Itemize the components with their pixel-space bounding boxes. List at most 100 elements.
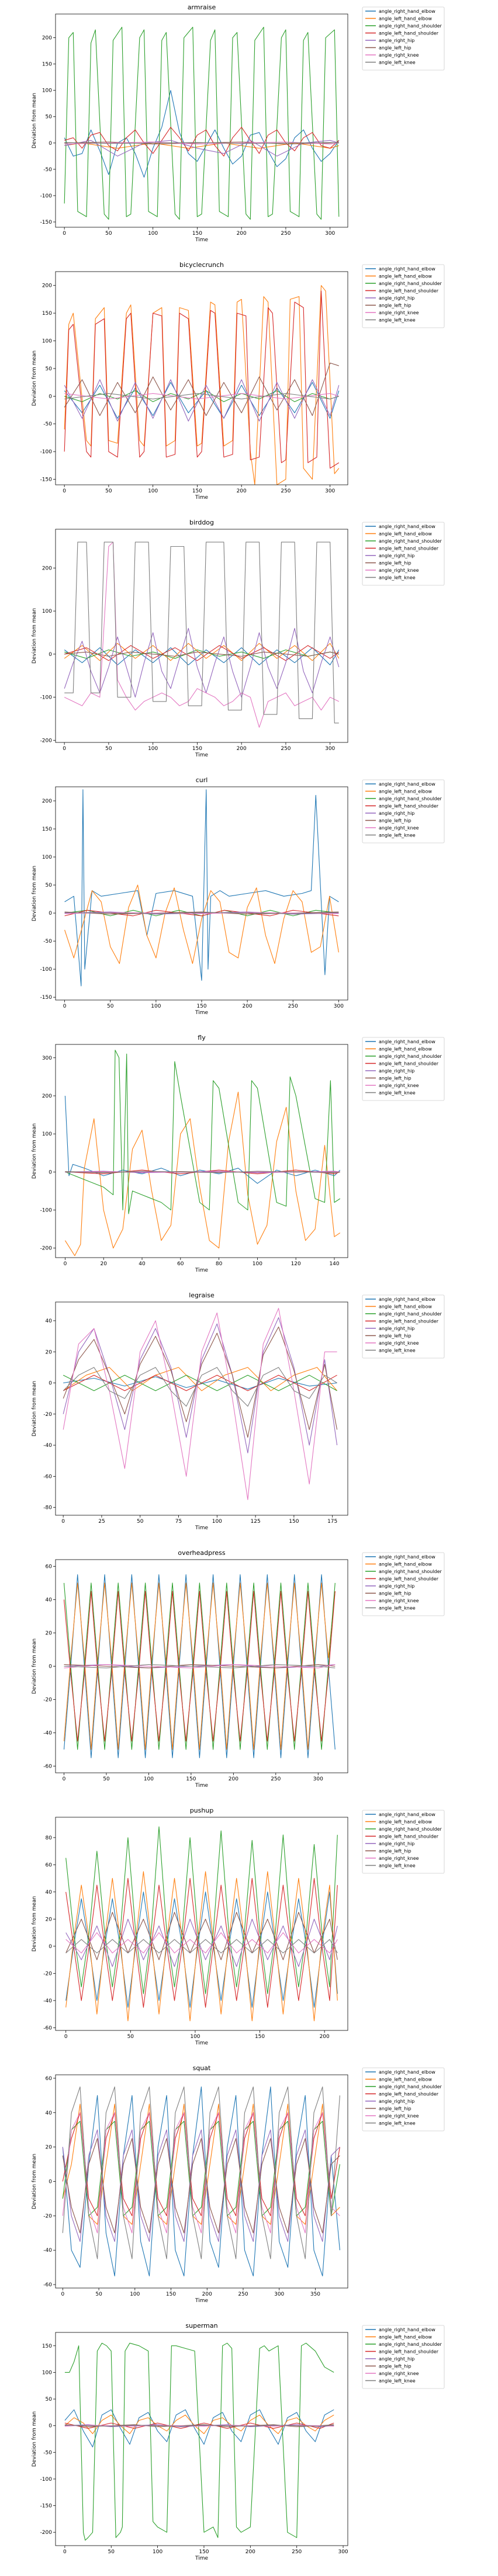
y-axis-label: Deviation from mean bbox=[32, 1896, 37, 1952]
y-tick-label: 0 bbox=[49, 1169, 52, 1175]
y-tick-label: 200 bbox=[42, 36, 52, 41]
y-tick-label: -50 bbox=[43, 939, 52, 945]
y-tick-label: 20 bbox=[46, 1917, 53, 1922]
series-group bbox=[63, 1308, 338, 1500]
legend-label-angle_right_knee: angle_right_knee bbox=[379, 310, 419, 315]
series-group bbox=[63, 1574, 336, 1758]
series-line-angle_right_hand_shoulder bbox=[65, 1050, 341, 1214]
legend-label-angle_left_hand_elbow: angle_left_hand_elbow bbox=[379, 2077, 432, 2082]
y-tick-label: -200 bbox=[40, 2530, 53, 2536]
series-line-angle_left_hand_elbow bbox=[65, 1871, 338, 2022]
x-tick-label: 50 bbox=[105, 231, 112, 237]
series-line-angle_right_knee bbox=[63, 1308, 337, 1500]
legend-label-angle_left_hip: angle_left_hip bbox=[379, 2106, 411, 2112]
legend-label-angle_left_knee: angle_left_knee bbox=[379, 60, 416, 65]
chart-title: curl bbox=[196, 776, 208, 784]
legend-label-angle_right_knee: angle_right_knee bbox=[379, 1598, 419, 1603]
chart-title: superman bbox=[185, 2322, 217, 2329]
x-tick-label: 100 bbox=[151, 1004, 161, 1009]
y-tick-label: -150 bbox=[40, 995, 53, 1001]
series-group bbox=[65, 1826, 338, 2022]
chart-title: pushup bbox=[190, 1807, 214, 1814]
y-tick-label: -20 bbox=[43, 1971, 52, 1977]
series-line-angle_left_knee bbox=[63, 1367, 337, 1407]
x-axis-label: Time bbox=[195, 1268, 208, 1273]
y-tick-label: 150 bbox=[42, 311, 52, 317]
legend-label-angle_left_hand_elbow: angle_left_hand_elbow bbox=[379, 532, 432, 537]
chart-title: legraise bbox=[189, 1292, 215, 1299]
y-tick-label: -40 bbox=[43, 2248, 52, 2254]
y-tick-label: 150 bbox=[42, 2344, 52, 2349]
legend-label-angle_left_knee: angle_left_knee bbox=[379, 1863, 416, 1869]
y-tick-label: 60 bbox=[46, 1564, 53, 1570]
y-tick-label: -80 bbox=[43, 1505, 52, 1511]
legend-label-angle_right_knee: angle_right_knee bbox=[379, 1083, 419, 1088]
x-tick-label: 50 bbox=[105, 746, 112, 752]
series-line-angle_left_knee bbox=[62, 2087, 340, 2259]
y-tick-label: -50 bbox=[43, 422, 52, 428]
x-tick-label: 0 bbox=[61, 1519, 65, 1525]
x-tick-label: 150 bbox=[186, 1776, 196, 1782]
y-tick-label: 100 bbox=[42, 2370, 52, 2376]
y-tick-label: -100 bbox=[40, 193, 53, 199]
x-tick-label: 100 bbox=[153, 2549, 162, 2555]
y-tick-label: -60 bbox=[43, 2025, 52, 2031]
legend-label-angle_right_knee: angle_right_knee bbox=[379, 1341, 419, 1346]
plot-frame bbox=[55, 1301, 348, 1516]
legend-label-angle_left_knee: angle_left_knee bbox=[379, 575, 416, 581]
x-tick-label: 80 bbox=[216, 1261, 223, 1267]
legend-label-angle_left_hip: angle_left_hip bbox=[379, 1334, 411, 1339]
chart-panel-superman: superman 0 50 100 150 200 250 300 -200 -150 -100 -5… bbox=[32, 2322, 445, 2561]
legend-label-angle_left_hip: angle_left_hip bbox=[379, 2364, 411, 2369]
y-axis-label: Deviation from mean bbox=[32, 1638, 37, 1694]
x-tick-label: 300 bbox=[334, 1004, 344, 1009]
legend-label-angle_left_knee: angle_left_knee bbox=[379, 1606, 416, 1611]
legend-label-angle_right_hand_elbow: angle_right_hand_elbow bbox=[379, 524, 435, 529]
legend: angle_right_hand_elbow angle_left_hand_el… bbox=[362, 1037, 445, 1101]
legend-label-angle_left_hand_shoulder: angle_left_hand_shoulder bbox=[379, 2349, 439, 2355]
y-axis-label: Deviation from mean bbox=[32, 93, 37, 148]
plot-frame bbox=[55, 2332, 348, 2546]
legend-label-angle_right_hand_elbow: angle_right_hand_elbow bbox=[379, 782, 435, 787]
legend-label-angle_left_hip: angle_left_hip bbox=[379, 818, 411, 824]
plot-frame bbox=[55, 529, 348, 743]
legend-label-angle_right_hand_shoulder: angle_right_hand_shoulder bbox=[379, 1054, 442, 1059]
x-tick-label: 100 bbox=[253, 1261, 262, 1267]
series-line-angle_right_hand_elbow bbox=[62, 2087, 340, 2276]
legend-label-angle_left_knee: angle_left_knee bbox=[379, 833, 416, 838]
y-tick-label: 100 bbox=[42, 339, 52, 345]
legend: angle_right_hand_elbow angle_left_hand_el… bbox=[362, 2325, 445, 2389]
x-axis-label: Time bbox=[195, 2556, 208, 2561]
legend-label-angle_left_hand_shoulder: angle_left_hand_shoulder bbox=[379, 804, 439, 809]
x-tick-label: 150 bbox=[289, 1519, 299, 1525]
x-tick-label: 200 bbox=[243, 1004, 253, 1009]
x-tick-label: 25 bbox=[98, 1519, 105, 1525]
legend-label-angle_right_knee: angle_right_knee bbox=[379, 53, 419, 58]
y-axis-label: Deviation from mean bbox=[32, 1381, 37, 1436]
x-tick-label: 20 bbox=[101, 1261, 108, 1267]
x-tick-label: 250 bbox=[271, 1776, 281, 1782]
series-line-angle_left_hand_elbow bbox=[64, 1091, 341, 1256]
legend: angle_right_hand_elbow angle_left_hand_el… bbox=[362, 522, 445, 586]
x-tick-label: 0 bbox=[64, 2034, 68, 2040]
y-axis-label: Deviation from mean bbox=[32, 2154, 37, 2209]
y-tick-label: 50 bbox=[46, 2397, 53, 2403]
x-tick-label: 0 bbox=[63, 2549, 67, 2555]
legend-box bbox=[362, 2067, 445, 2131]
series-line-angle_left_hand_elbow bbox=[63, 1367, 338, 1391]
x-tick-label: 200 bbox=[320, 2034, 330, 2040]
y-tick-label: -20 bbox=[43, 1697, 52, 1703]
legend-label-angle_left_hand_shoulder: angle_left_hand_shoulder bbox=[379, 2092, 439, 2097]
chart-title: fly bbox=[198, 1034, 206, 1041]
series-group bbox=[62, 2087, 340, 2276]
series-group bbox=[64, 541, 340, 728]
x-tick-label: 100 bbox=[212, 1519, 222, 1525]
series-line-angle_right_knee bbox=[64, 2425, 334, 2427]
x-tick-label: 0 bbox=[64, 1261, 67, 1267]
x-tick-label: 140 bbox=[329, 1261, 339, 1267]
y-tick-label: 0 bbox=[49, 1944, 52, 1950]
y-tick-label: 0 bbox=[49, 394, 52, 400]
series-group bbox=[64, 2342, 334, 2541]
y-axis-label: Deviation from mean bbox=[32, 608, 37, 664]
legend: angle_right_hand_elbow angle_left_hand_el… bbox=[362, 1294, 445, 1359]
